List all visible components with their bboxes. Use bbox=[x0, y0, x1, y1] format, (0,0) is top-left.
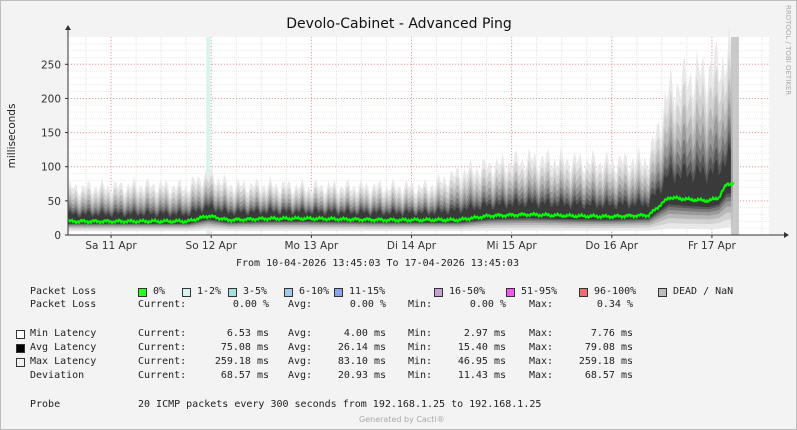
stats-col-label: Min: bbox=[408, 342, 433, 353]
loss-swatch bbox=[658, 288, 667, 297]
stats-row-label: Avg Latency bbox=[30, 342, 97, 353]
y-axis-arrow bbox=[65, 25, 71, 30]
loss-legend-item: 11-15% bbox=[349, 286, 386, 297]
x-tick-label: Mo 13 Apr bbox=[285, 240, 339, 252]
loss-swatch bbox=[579, 288, 588, 297]
footer-text: Generated by Cacti® bbox=[359, 415, 445, 424]
loss-swatch bbox=[334, 288, 343, 297]
latency-swatch bbox=[16, 344, 25, 353]
stats-col-label: Avg: bbox=[288, 370, 313, 381]
stats-value: 6.53 ms bbox=[226, 328, 269, 339]
y-tick-label: 250 bbox=[41, 59, 61, 71]
loss-legend-item: 96-100% bbox=[594, 286, 637, 297]
stats-col-label: Current: bbox=[138, 299, 187, 310]
stats-col-label: Max: bbox=[529, 299, 554, 310]
x-tick-label: Di 14 Apr bbox=[387, 240, 437, 252]
stats-row-label: Min Latency bbox=[30, 328, 97, 339]
stats-col-label: Max: bbox=[529, 328, 554, 339]
stats-col-label: Current: bbox=[138, 356, 187, 367]
stats-col-label: Avg: bbox=[288, 328, 313, 339]
avg-latency-line bbox=[67, 181, 735, 226]
latency-band bbox=[68, 141, 733, 224]
stats-value: 0.00 % bbox=[232, 299, 269, 310]
stats-value: 11.43 ms bbox=[457, 370, 506, 381]
stats-row-label: Deviation bbox=[30, 370, 85, 381]
x-tick-label: Do 16 Apr bbox=[585, 240, 638, 252]
stats-value: 26.14 ms bbox=[337, 342, 386, 353]
stats-row-label: Packet Loss bbox=[30, 299, 97, 310]
stats-value: 68.57 ms bbox=[584, 370, 633, 381]
loss-legend-item: DEAD / NaN bbox=[673, 286, 734, 297]
latency-swatch bbox=[16, 330, 25, 339]
loss-swatch bbox=[284, 288, 293, 297]
stats-col-label: Min: bbox=[408, 356, 433, 367]
stats-col-label: Min: bbox=[408, 370, 433, 381]
stats-value: 2.97 ms bbox=[463, 328, 506, 339]
range-text: From 10-04-2026 13:45:03 To 17-04-2026 1… bbox=[236, 258, 519, 269]
stats-value: 20.93 ms bbox=[337, 370, 386, 381]
stats-value: 15.40 ms bbox=[457, 342, 506, 353]
stats-col-label: Current: bbox=[138, 328, 187, 339]
loss-swatch bbox=[434, 288, 443, 297]
x-tick-label: Fr 17 Apr bbox=[688, 240, 736, 252]
stats-col-label: Avg: bbox=[288, 299, 313, 310]
stats-value: 259.18 ms bbox=[578, 356, 633, 367]
x-tick-label: Sa 11 Apr bbox=[85, 240, 137, 252]
loss-swatch bbox=[138, 288, 147, 297]
stats-value: 0.34 % bbox=[596, 299, 633, 310]
stats-value: 259.18 ms bbox=[214, 356, 269, 367]
loss-legend-item: 51-95% bbox=[521, 286, 558, 297]
stats-value: 7.76 ms bbox=[590, 328, 633, 339]
stats-row-label: Max Latency bbox=[30, 356, 97, 367]
loss-legend-item: 3-5% bbox=[243, 286, 268, 297]
stats-value: 68.57 ms bbox=[220, 370, 269, 381]
stats-col-label: Max: bbox=[529, 342, 554, 353]
stats-value: 0.00 % bbox=[349, 299, 386, 310]
latency-band bbox=[68, 114, 733, 226]
nan-band bbox=[730, 37, 739, 235]
loss-legend-item: 6-10% bbox=[299, 286, 330, 297]
stats-col-label: Avg: bbox=[288, 356, 313, 367]
probe-text: 20 ICMP packets every 300 seconds from 1… bbox=[138, 399, 542, 410]
loss-legend-label: Packet Loss bbox=[30, 286, 97, 297]
stats-col-label: Min: bbox=[408, 328, 433, 339]
loss-legend-item: 0% bbox=[153, 286, 166, 297]
watermark-text: RRDTOOL / TOBI OETIKER bbox=[784, 5, 792, 95]
y-axis-label: milliseconds bbox=[6, 104, 18, 169]
loss-legend-item: 16-50% bbox=[449, 286, 486, 297]
probe-label: Probe bbox=[30, 399, 61, 410]
stats-col-label: Max: bbox=[529, 370, 554, 381]
x-axis-arrow bbox=[784, 232, 789, 238]
chart-title: Devolo-Cabinet - Advanced Ping bbox=[286, 16, 511, 32]
packet-loss-band bbox=[206, 37, 211, 235]
stats-col-label: Max: bbox=[529, 356, 554, 367]
y-tick-label: 50 bbox=[48, 196, 61, 208]
stats-col-label: Min: bbox=[408, 299, 433, 310]
loss-legend-item: 1-2% bbox=[197, 286, 222, 297]
y-tick-label: 150 bbox=[41, 128, 61, 140]
y-tick-label: 100 bbox=[41, 162, 61, 174]
latency-band bbox=[68, 129, 733, 225]
stats-value: 46.95 ms bbox=[457, 356, 506, 367]
stats-value: 83.10 ms bbox=[337, 356, 386, 367]
loss-swatch bbox=[182, 288, 191, 297]
stats-col-label: Current: bbox=[138, 342, 187, 353]
stats-value: 0.00 % bbox=[469, 299, 506, 310]
stats-col-label: Avg: bbox=[288, 342, 313, 353]
stats-value: 4.00 ms bbox=[343, 328, 386, 339]
stats-col-label: Current: bbox=[138, 370, 187, 381]
x-tick-label: So 12 Apr bbox=[186, 240, 238, 252]
latency-swatch bbox=[16, 358, 25, 367]
x-tick-label: Mi 15 Apr bbox=[487, 240, 538, 252]
latency-plot: 0 50 100 150 200 250 Sa 11 Apr So 12 Apr Mo 13 A… bbox=[6, 5, 792, 252]
y-tick-label: 200 bbox=[41, 93, 61, 105]
y-tick-label: 0 bbox=[54, 230, 61, 242]
stats-value: 79.08 ms bbox=[584, 342, 633, 353]
loss-swatch bbox=[228, 288, 237, 297]
stats-value: 75.08 ms bbox=[220, 342, 269, 353]
loss-swatch bbox=[506, 288, 515, 297]
